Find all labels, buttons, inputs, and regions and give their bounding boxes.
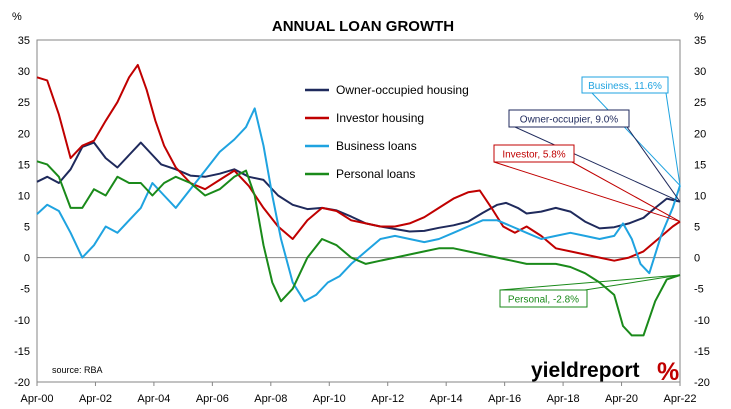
y-tick-label-left: 20 (18, 128, 30, 140)
x-tick-label: Apr-22 (663, 393, 696, 405)
legend-label: Business loans (336, 139, 417, 153)
plot-area-frame (36, 39, 681, 383)
y-tick-label-right: 25 (694, 97, 706, 109)
x-tick-label: Apr-18 (547, 393, 580, 405)
series-lines (36, 63, 681, 337)
y-tick-label-right: 5 (694, 222, 700, 234)
y-tick-label-right: -10 (694, 315, 710, 327)
y-tick-label-right: 20 (694, 128, 706, 140)
y-tick-label-left: 15 (18, 159, 30, 171)
callout-leader-line (665, 92, 681, 186)
y-tick-label-left: -5 (20, 284, 30, 296)
brand-percent-mark: % (657, 358, 679, 386)
x-tick-label: Apr-02 (79, 393, 112, 405)
x-tick-label: Apr-10 (313, 393, 346, 405)
callout-label: Owner-occupier, 9.0% (520, 115, 618, 126)
y-tick-label-right: 0 (694, 253, 700, 265)
callout-leader-line (571, 161, 681, 223)
chart-title: ANNUAL LOAN GROWTH (272, 18, 454, 35)
y-tick-label-right: 30 (694, 66, 706, 78)
series-line-2 (36, 107, 681, 303)
x-tick-label: Apr-20 (605, 393, 638, 405)
x-axis: Apr-00 Apr-02 Apr-04 Apr-06 Apr-08 Apr-10 Apr-… (20, 382, 697, 405)
callout-leader-line (514, 126, 681, 203)
brand-logo: yieldreport % (531, 358, 679, 386)
x-tick-label: Apr-12 (371, 393, 404, 405)
series-line-1 (36, 63, 681, 262)
callout-leader-line (499, 274, 681, 291)
x-tick-label: Apr-06 (196, 393, 229, 405)
y-tick-label-right: 15 (694, 159, 706, 171)
callout-label: Business, 11.6% (588, 81, 662, 92)
y-tick-label-right: 35 (694, 35, 706, 47)
y-tick-label-left: 10 (18, 190, 30, 202)
series-line-0 (36, 141, 681, 233)
x-tick-label: Apr-14 (430, 393, 463, 405)
y-tick-label-left: 25 (18, 97, 30, 109)
callout-box (493, 144, 575, 163)
right-axis-unit-label: % (694, 11, 704, 23)
callout-box (499, 289, 588, 308)
legend: Owner-occupied housing Investor housing Bu… (305, 83, 469, 181)
y-tick-label-left: 0 (24, 253, 30, 265)
callout-leader-line (626, 126, 681, 202)
legend-label: Owner-occupied housing (336, 83, 469, 97)
y-tick-label-right: -20 (694, 377, 710, 389)
x-tick-label: Apr-16 (488, 393, 521, 405)
brand-wordmark: yieldreport (531, 359, 640, 382)
y-tick-label-right: 10 (694, 190, 706, 202)
callout-box (581, 76, 669, 94)
x-tick-label: Apr-00 (20, 393, 53, 405)
right-y-axis: -20 -15 -10 -5 0 5 10 15 20 25 30 35 (694, 35, 710, 389)
left-y-axis: -20 -15 -10 -5 0 5 10 15 20 25 30 35 (14, 35, 30, 389)
left-axis-unit-label: % (12, 11, 22, 23)
callout-label: Personal, -2.8% (508, 295, 579, 306)
x-tick-label: Apr-04 (137, 393, 170, 405)
legend-label: Personal loans (336, 167, 415, 181)
x-tick-label: Apr-08 (254, 393, 287, 405)
y-tick-label-left: -15 (14, 346, 30, 358)
legend-label: Investor housing (336, 111, 424, 125)
callout-leader-line (493, 161, 681, 223)
y-tick-label-right: -5 (694, 284, 704, 296)
series-line-3 (36, 160, 681, 337)
y-tick-label-left: 30 (18, 66, 30, 78)
y-tick-label-left: -10 (14, 315, 30, 327)
source-label: source: RBA (52, 365, 103, 375)
y-tick-label-left: -20 (14, 377, 30, 389)
callout-leader-line (584, 274, 681, 291)
y-tick-label-left: 5 (24, 222, 30, 234)
callout-box (508, 109, 630, 128)
value-callouts: Business, 11.6% Owner-occupier, 9.0% Inves… (493, 76, 681, 308)
y-tick-label-right: -15 (694, 346, 710, 358)
callout-label: Investor, 5.8% (502, 150, 565, 161)
y-tick-label-left: 35 (18, 35, 30, 47)
